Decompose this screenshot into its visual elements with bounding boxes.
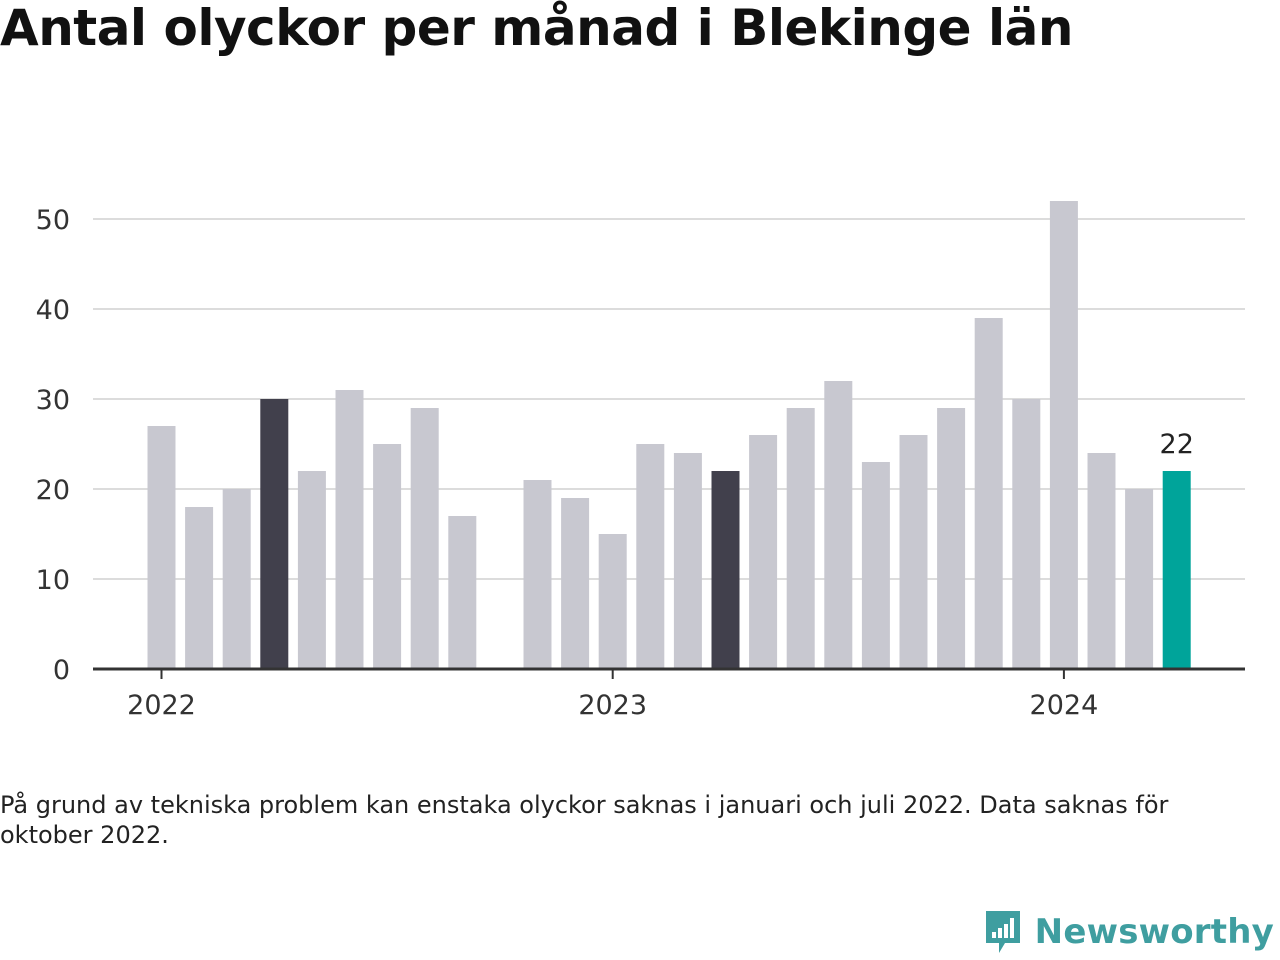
footnote: På grund av tekniska problem kan enstaka… — [0, 791, 1169, 849]
bar-2023-10 — [937, 408, 966, 669]
y-tick-label: 30 — [36, 385, 70, 416]
bar-2022-11 — [523, 480, 552, 669]
bar-2023-12 — [1012, 399, 1041, 669]
bar-2024-04 — [1162, 471, 1191, 669]
brand-logo: Newsworthy — [983, 908, 1274, 956]
y-tick-label: 50 — [36, 205, 70, 236]
bar-2024-03 — [1125, 489, 1154, 669]
x-tick-label: 2022 — [127, 690, 196, 721]
bar-2022-05 — [297, 471, 326, 669]
bar-2022-09 — [448, 516, 477, 669]
y-tick-label: 20 — [36, 475, 70, 506]
bar-2023-08 — [861, 462, 890, 669]
x-tick-label: 2024 — [1030, 690, 1099, 721]
bar-2024-01 — [1049, 201, 1078, 669]
bar-2022-12 — [561, 498, 590, 669]
bar-2022-07 — [373, 444, 402, 669]
bar-2022-08 — [410, 408, 439, 669]
bar-2022-04 — [260, 399, 289, 669]
bar-2023-09 — [899, 435, 928, 669]
newsworthy-logo-icon — [985, 911, 1020, 953]
bar-2023-02 — [636, 444, 665, 669]
bar-2024-02 — [1087, 453, 1116, 669]
x-tick-label: 2023 — [578, 690, 647, 721]
bar-2022-02 — [185, 507, 214, 669]
labels: 22 — [1160, 429, 1194, 460]
bar-2023-01 — [598, 534, 627, 669]
axes: 0 10 20 30 40 50 2022 2023 2024 — [36, 205, 1245, 721]
y-tick-label: 40 — [36, 295, 70, 326]
bar-2023-04 — [711, 471, 740, 669]
bar-chart: 0 10 20 30 40 50 2022 2023 2024 22 — [36, 201, 1245, 721]
bar-2023-07 — [824, 381, 853, 669]
y-tick-label: 10 — [36, 565, 70, 596]
bar-2023-11 — [974, 318, 1003, 669]
bar-2023-03 — [673, 453, 702, 669]
bar-2022-06 — [335, 390, 364, 669]
brand-name: Newsworthy — [1034, 912, 1274, 952]
bar-2023-05 — [749, 435, 778, 669]
data-label: 22 — [1160, 429, 1194, 460]
bars — [147, 201, 1191, 669]
chart-title: Antal olyckor per månad i Blekinge län — [0, 0, 1073, 57]
bar-2023-06 — [786, 408, 815, 669]
y-tick-label: 0 — [53, 655, 70, 686]
bar-2022-03 — [222, 489, 251, 669]
bar-2022-01 — [147, 426, 176, 669]
